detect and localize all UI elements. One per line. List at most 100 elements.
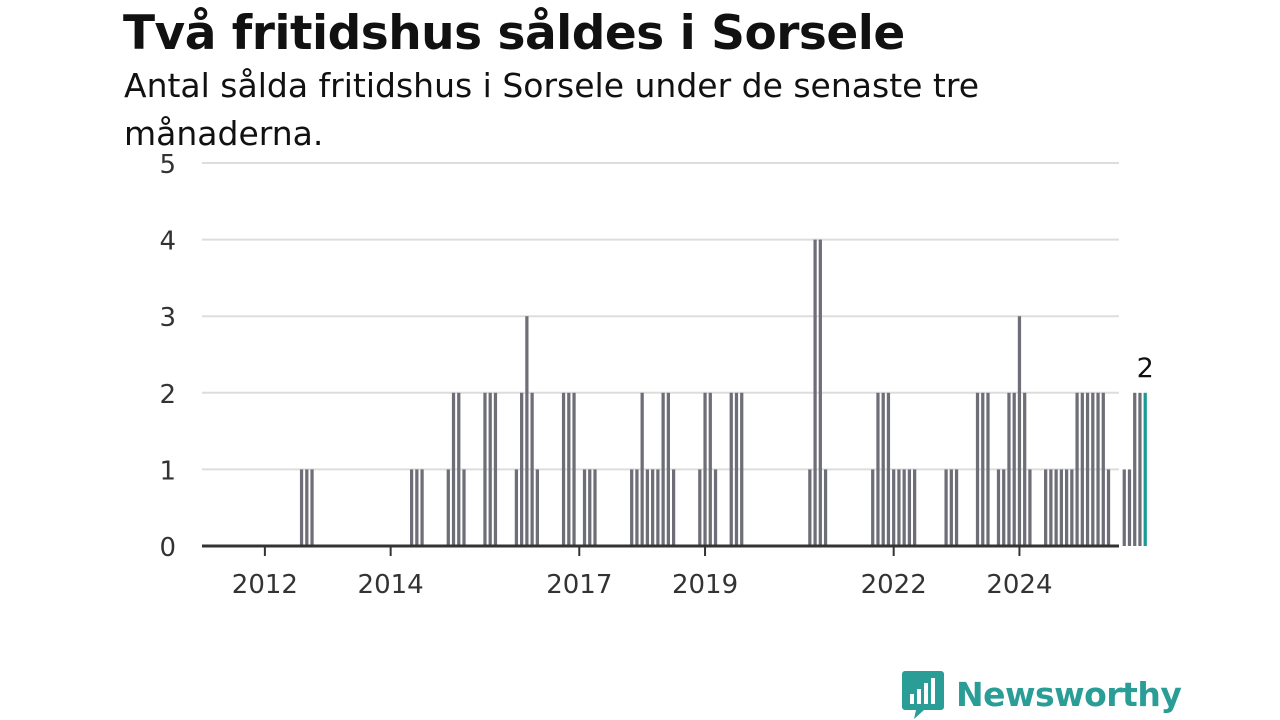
bar xyxy=(1070,469,1074,546)
bar xyxy=(981,392,985,546)
bar xyxy=(630,469,634,546)
bar xyxy=(1028,469,1032,546)
bar xyxy=(582,469,587,546)
bar xyxy=(823,469,828,546)
brand-name: Newsworthy xyxy=(956,674,1182,714)
x-tick-label: 2014 xyxy=(358,570,424,600)
bar xyxy=(310,469,314,546)
bar xyxy=(713,469,718,546)
bar xyxy=(975,392,980,546)
newsworthy-logo: Newsworthy xyxy=(902,668,1182,720)
y-tick-label: 1 xyxy=(159,456,176,486)
bar xyxy=(729,392,733,546)
y-tick-label: 0 xyxy=(159,533,176,563)
x-tick-label: 2024 xyxy=(986,570,1052,600)
bar xyxy=(1080,392,1084,546)
bar xyxy=(881,392,885,546)
bar-chart-speech-bubble-icon xyxy=(902,671,944,719)
bar xyxy=(305,469,309,546)
bar xyxy=(698,469,702,546)
bar xyxy=(1059,469,1063,546)
bar xyxy=(986,392,990,546)
bar xyxy=(949,469,953,546)
bar xyxy=(740,392,744,546)
bar xyxy=(1138,392,1142,546)
bar xyxy=(525,316,529,546)
bar xyxy=(902,469,906,546)
bar xyxy=(1017,316,1022,546)
bar xyxy=(1054,469,1058,546)
y-tick-label: 5 xyxy=(159,150,176,180)
bar xyxy=(1085,392,1090,546)
gridlines xyxy=(202,162,1119,471)
bar xyxy=(892,469,896,546)
bar xyxy=(572,392,576,546)
bar xyxy=(897,469,901,546)
bar xyxy=(1101,392,1105,546)
bar xyxy=(1023,392,1027,546)
bar xyxy=(530,392,534,546)
bar xyxy=(996,469,1001,546)
bar xyxy=(1091,392,1095,546)
bar xyxy=(645,469,650,546)
bar xyxy=(409,469,414,546)
bar xyxy=(907,469,912,546)
bar xyxy=(483,392,487,546)
y-tick-label: 4 xyxy=(159,227,176,257)
bars xyxy=(299,239,1147,546)
bar xyxy=(808,469,812,546)
chart-title: Två fritidshus såldes i Sorsele xyxy=(123,6,905,61)
bar xyxy=(1096,392,1100,546)
y-tick-label: 2 xyxy=(159,380,176,410)
bar xyxy=(708,392,712,546)
bar-latest xyxy=(1143,392,1147,546)
bar xyxy=(420,469,424,546)
x-axis-ticks: 2012 2014 2017 2019 2022 2024 xyxy=(232,546,1053,600)
bar xyxy=(661,392,665,546)
bar xyxy=(535,469,539,546)
y-tick-label: 3 xyxy=(159,303,176,333)
bar xyxy=(451,392,456,546)
bar xyxy=(1127,469,1132,546)
bar xyxy=(871,469,875,546)
bar xyxy=(913,469,917,546)
bar xyxy=(520,392,524,546)
bar xyxy=(944,469,948,546)
bar xyxy=(1122,469,1126,546)
bar xyxy=(656,469,660,546)
x-tick-label: 2012 xyxy=(232,570,298,600)
bar xyxy=(734,392,739,546)
last-value-label: 2 xyxy=(1137,353,1154,384)
bar xyxy=(446,469,450,546)
bar xyxy=(1002,469,1006,546)
bar xyxy=(462,469,466,546)
bar xyxy=(671,469,676,546)
bar xyxy=(488,392,492,546)
bar xyxy=(1012,392,1016,546)
bar xyxy=(818,239,822,546)
bar xyxy=(876,392,880,546)
bar xyxy=(1133,392,1137,546)
bar xyxy=(1044,469,1048,546)
bar xyxy=(1075,392,1079,546)
bar xyxy=(954,469,959,546)
bar xyxy=(640,392,644,546)
bar xyxy=(813,239,817,546)
x-tick-label: 2019 xyxy=(672,570,738,600)
x-tick-label: 2022 xyxy=(861,570,927,600)
bar xyxy=(666,392,670,546)
bar xyxy=(1049,469,1053,546)
bar xyxy=(1106,469,1111,546)
bar xyxy=(1064,469,1069,546)
bar xyxy=(567,392,571,546)
bar xyxy=(1007,392,1011,546)
bar xyxy=(651,469,655,546)
bar xyxy=(493,392,498,546)
bar xyxy=(886,392,891,546)
bar xyxy=(593,469,597,546)
bar xyxy=(299,469,304,546)
chart-subtitle: Antal sålda fritidshus i Sorsele under d… xyxy=(124,66,980,153)
y-axis-ticks: 0 1 2 3 4 5 xyxy=(159,150,176,563)
x-tick-label: 2017 xyxy=(546,570,612,600)
